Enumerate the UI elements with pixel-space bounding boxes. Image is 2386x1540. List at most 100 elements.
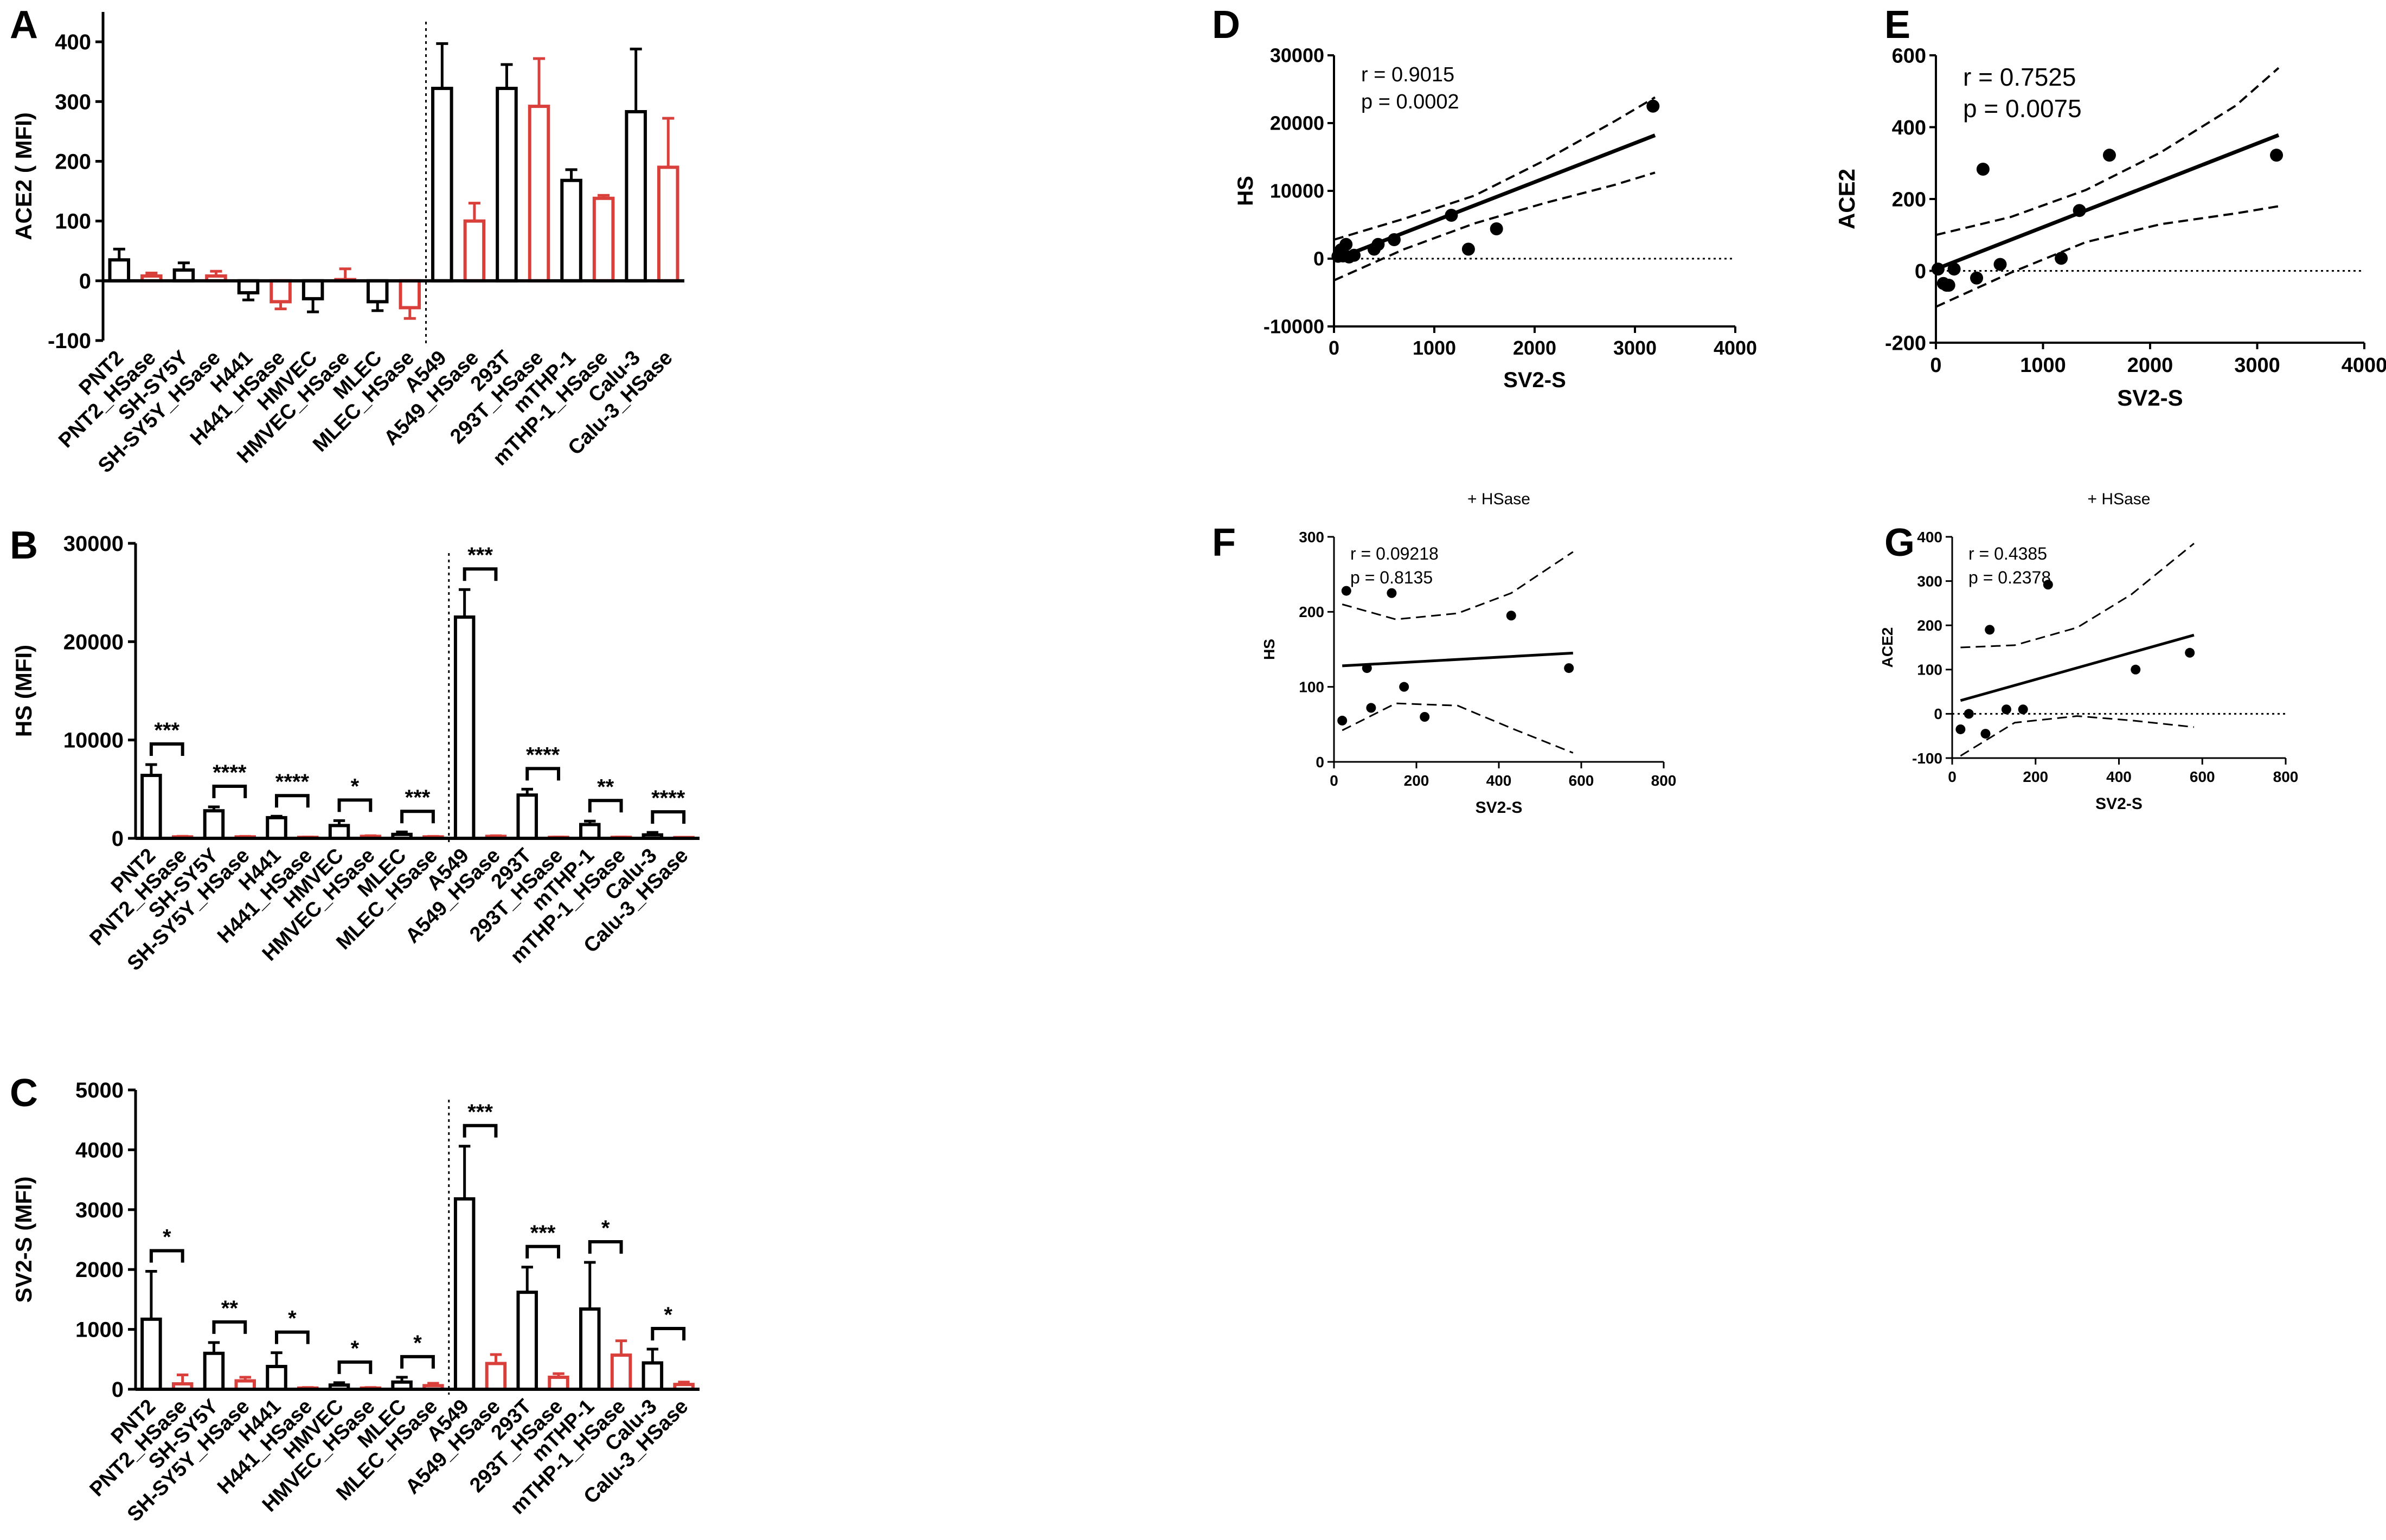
data-point [1985,625,1995,635]
significance-label: **** [651,786,685,810]
bar-sh-sy5y [203,1351,225,1391]
significance-label: * [351,1337,360,1361]
panel-label: G [1884,521,1915,564]
y-tick-label: 0 [1316,754,1324,771]
y-tick-label: 0 [1934,705,1942,722]
x-tick-label: 0 [1330,772,1338,789]
significance-bracket [525,1244,560,1259]
y-tick-label: 100 [55,210,91,234]
panel-label: B [10,524,38,567]
data-point [1366,703,1376,713]
x-axis-title: SV2-S [1476,799,1523,817]
significance-bracket [463,567,498,581]
bar-mthp-1 [560,178,582,283]
x-tick-label: 1000 [1413,337,1456,359]
y-tick-label: 0 [1915,260,1926,283]
significance-label: ** [597,775,614,799]
significance-label: * [601,1216,610,1240]
regression-fit-line [1960,633,2195,702]
data-point [1490,222,1503,235]
y-tick-label: 200 [55,150,91,174]
data-point [1947,262,1961,276]
bar-a549_hsase [463,219,486,283]
y-tick-label: 2000 [75,1258,124,1282]
correlation-r-annotation: r = 0.7525 [1963,63,2076,91]
confidence-band-upper [1333,96,1656,241]
y-tick-label: -200 [1885,332,1926,355]
x-tick-label: 0 [1930,354,1941,377]
y-axis-title: SV2-S (MFI) [11,1176,36,1302]
data-point [1337,715,1348,726]
bar-a549_hsase [485,1362,507,1391]
panel-g-scatter-plot: G + HSase -100 0 100 200 300 400 0 200 400 600 800 SV… [1879,490,2298,813]
data-point [2102,149,2116,162]
significance-bracket [149,742,184,756]
data-point [1339,238,1353,251]
panel-label: E [1884,3,1910,47]
bar-mthp-1_hsase [592,196,615,283]
data-point [1993,258,2007,271]
y-tick-label: 0 [112,1378,124,1402]
y-tick-label: 4000 [75,1138,124,1162]
bar-293t [516,793,538,840]
data-point [1388,233,1401,246]
bar-pnt2 [140,773,162,840]
bar-h441 [266,1365,287,1391]
data-point [2270,149,2284,162]
y-tick-label: 600 [1892,44,1926,67]
significance-label: **** [213,761,247,785]
data-point [1506,611,1516,621]
y-tick-label: 100 [1299,678,1324,695]
panel-label: F [1212,521,1236,564]
bar-293t [496,87,518,283]
data-point [2043,580,2053,590]
significance-bracket [212,784,247,798]
correlation-p-annotation: p = 0.2378 [1968,568,2051,587]
data-point [1362,663,1372,673]
correlation-r-annotation: r = 0.4385 [1968,544,2047,563]
y-tick-label: 100 [1917,662,1942,678]
significance-label: * [351,774,360,798]
panel-label: A [10,3,38,47]
significance-label: * [664,1303,672,1327]
x-tick-label: 200 [2023,768,2048,785]
y-axis-title: ACE2 [1879,627,1896,668]
significance-bracket [588,799,623,813]
confidence-band-lower [1342,702,1574,754]
y-tick-label: 400 [1917,529,1942,546]
panel-f-scatter-plot: F + HSase 0 100 200 300 0 200 400 600 800 SV2-S HS r … [1212,490,1676,817]
y-tick-label: 0 [112,827,124,851]
significance-bracket [651,810,686,824]
regression-fit-line [1333,133,1656,262]
data-point [1942,279,1955,292]
y-tick-label: 200 [1892,188,1926,211]
y-tick-label: 0 [1313,248,1324,270]
plot-title: + HSase [1467,490,1530,508]
bar-calu-3 [625,110,647,283]
significance-bracket [275,794,310,808]
data-point [1420,712,1430,722]
data-point [1931,262,1945,276]
bar-h441_hsase [270,279,292,304]
data-point [2001,704,2011,715]
bar-h441 [266,816,287,840]
significance-bracket [400,810,435,824]
y-tick-label: 3000 [75,1198,124,1222]
y-tick-label: 20000 [63,630,124,654]
data-point [1970,271,1984,285]
data-point [1964,709,1974,719]
y-tick-label: 20000 [1270,112,1324,134]
y-axis-title: ACE2 ( MFI) [11,112,36,240]
x-axis-title: SV2-S [1503,368,1566,392]
bar-293t_hsase [548,1375,569,1391]
bar-h441 [237,279,260,294]
data-point [2073,204,2086,217]
x-tick-label: 2000 [2127,354,2173,377]
significance-bracket [525,767,560,781]
significance-label: *** [467,543,493,567]
bar-a549 [453,615,476,840]
bar-calu-3 [642,1361,664,1391]
